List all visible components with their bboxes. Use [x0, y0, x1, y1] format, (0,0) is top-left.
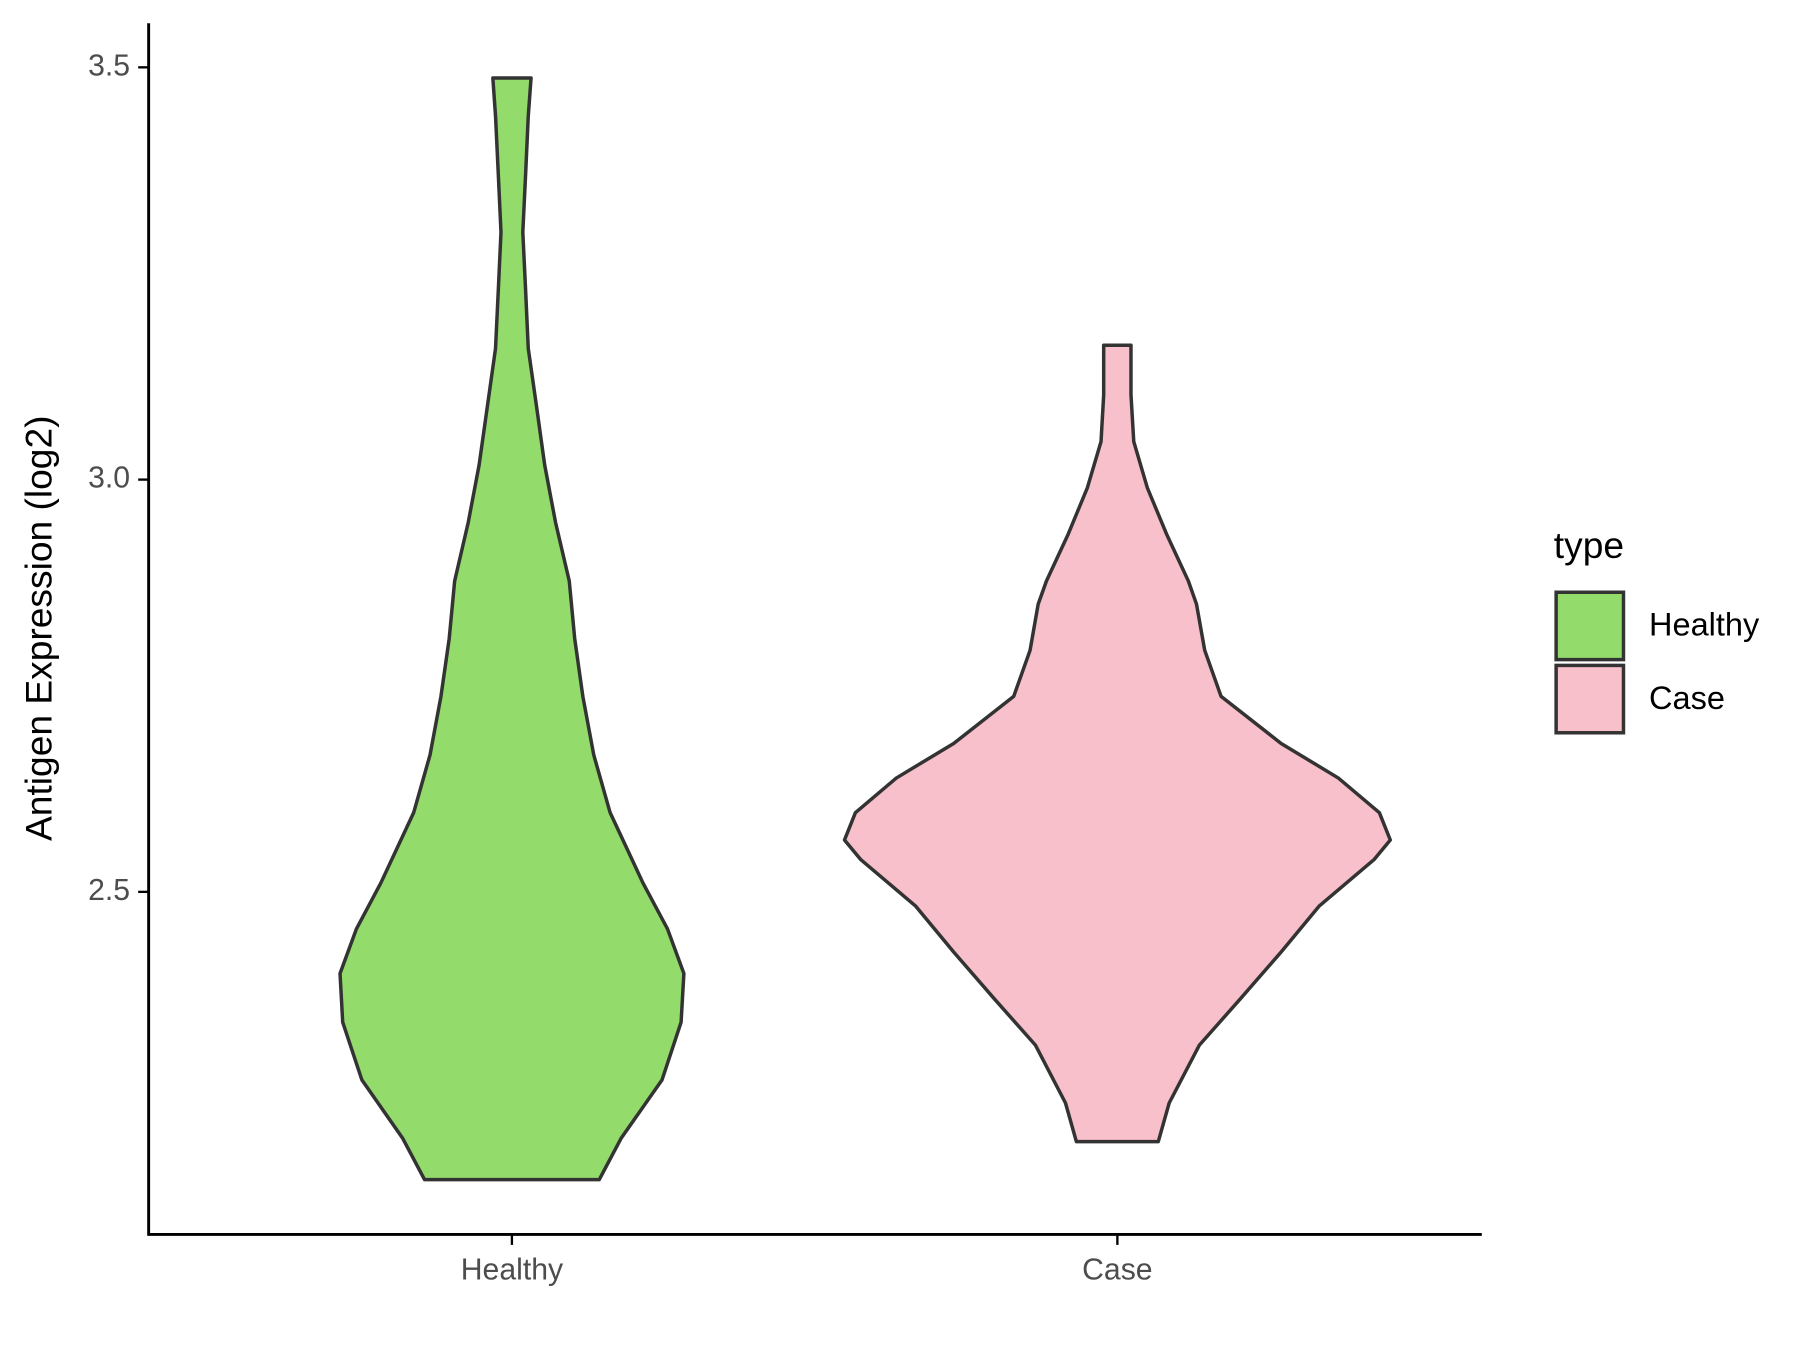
y-tick-label: 3.5 [88, 49, 130, 82]
legend-title: type [1554, 524, 1624, 566]
y-tick-label: 2.5 [88, 874, 130, 907]
violin [338, 76, 686, 1182]
y-tick-label: 3.0 [88, 462, 130, 495]
legend-key [1554, 590, 1626, 662]
x-tick-label: Healthy [461, 1254, 564, 1287]
y-axis-title: Antigen Expression (log2) [18, 416, 60, 841]
legend-label: Case [1649, 680, 1725, 716]
legend-key [1554, 663, 1626, 735]
legend-label: Healthy [1649, 607, 1760, 643]
violin [842, 343, 1393, 1144]
x-tick-label: Case [1082, 1254, 1152, 1287]
